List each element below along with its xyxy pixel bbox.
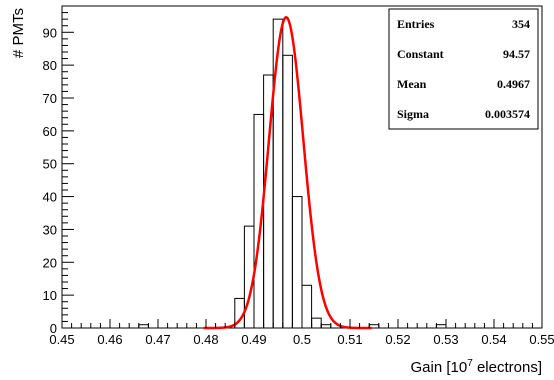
y-tick-label: 70 bbox=[43, 91, 57, 106]
stats-value: 94.57 bbox=[503, 47, 530, 61]
y-tick-label: 30 bbox=[43, 222, 57, 237]
x-tick-label: 0.52 bbox=[385, 332, 410, 347]
x-tick-label: 0.49 bbox=[241, 332, 266, 347]
x-tick-label: 0.53 bbox=[433, 332, 458, 347]
stats-label: Constant bbox=[397, 47, 444, 61]
stats-value: 0.4967 bbox=[497, 77, 530, 91]
y-tick-label: 60 bbox=[43, 124, 57, 139]
histogram-bin bbox=[282, 54, 293, 329]
x-axis-title-main: Gain [10 bbox=[411, 359, 468, 376]
x-axis-title-tail: electrons] bbox=[473, 359, 542, 376]
y-axis-title: # PMTs bbox=[10, 8, 27, 58]
histogram-bin bbox=[291, 196, 303, 329]
stats-label: Mean bbox=[397, 77, 427, 91]
gaussian-fit-line bbox=[203, 16, 372, 330]
x-tick-label: 0.54 bbox=[481, 332, 506, 347]
y-tick-label: 40 bbox=[43, 190, 57, 205]
x-tick-label: 0.46 bbox=[97, 332, 122, 347]
y-tick-label: 0 bbox=[50, 321, 57, 336]
x-tick-label: 0.48 bbox=[193, 332, 218, 347]
stats-label: Entries bbox=[397, 17, 435, 31]
x-tick-label: 0.47 bbox=[145, 332, 170, 347]
stats-value: 354 bbox=[512, 17, 530, 31]
x-tick-label: 0.45 bbox=[49, 332, 74, 347]
histogram-bin bbox=[301, 284, 313, 329]
x-tick-label: 0.5 bbox=[293, 332, 311, 347]
stats-box bbox=[388, 8, 539, 130]
x-axis-title: Gain [107 electrons] bbox=[411, 358, 542, 376]
y-tick-label: 20 bbox=[43, 255, 57, 270]
x-tick-label: 0.55 bbox=[529, 332, 554, 347]
y-tick-label: 10 bbox=[43, 288, 57, 303]
x-axis-title-exponent: 7 bbox=[467, 358, 473, 369]
y-tick-label: 80 bbox=[43, 58, 57, 73]
y-tick-label: 50 bbox=[43, 157, 57, 172]
y-tick-label: 90 bbox=[43, 25, 57, 40]
stats-value: 0.003574 bbox=[485, 107, 530, 121]
stats-label: Sigma bbox=[397, 107, 429, 121]
x-tick-label: 0.51 bbox=[337, 332, 362, 347]
